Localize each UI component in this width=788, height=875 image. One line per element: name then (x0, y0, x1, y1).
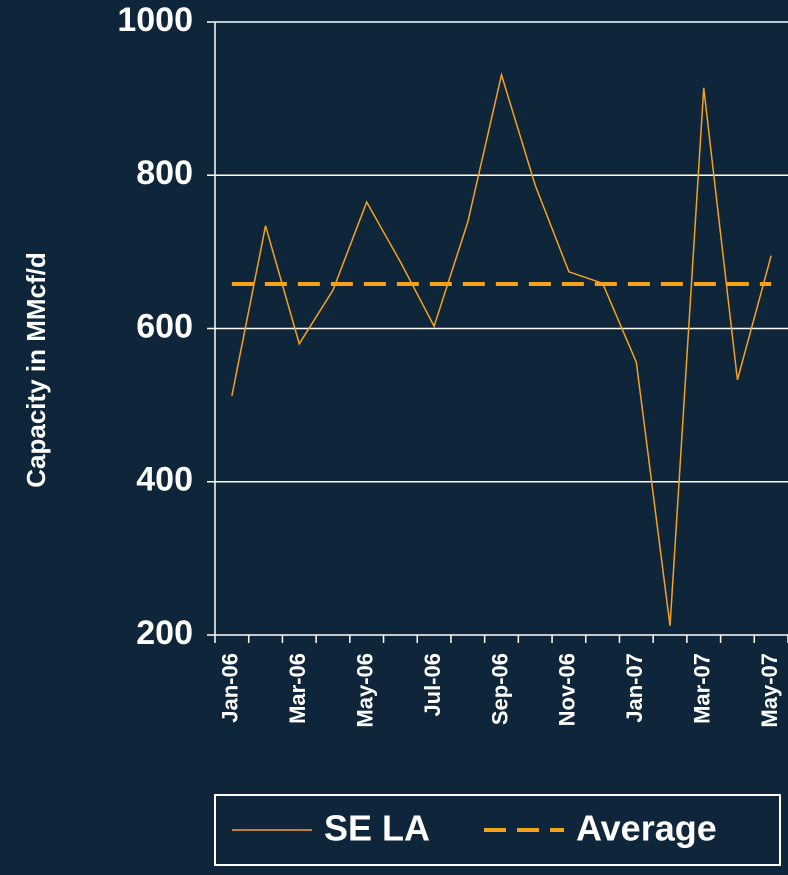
x-tick-label: Nov-06 (555, 653, 580, 726)
x-tick-label: Jan-07 (622, 653, 647, 723)
x-tick-label: Sep-06 (487, 653, 512, 725)
legend-box (214, 794, 781, 866)
y-tick-label: 800 (136, 154, 193, 192)
x-tick-label: May-06 (352, 653, 377, 728)
x-tick-label: Jan-06 (218, 653, 243, 723)
y-tick-label: 1000 (117, 1, 193, 39)
y-tick-label: 200 (136, 614, 193, 652)
y-tick-label: 600 (136, 307, 193, 345)
x-tick-label: Jul-06 (420, 653, 445, 717)
x-tick-label: Mar-06 (285, 653, 310, 724)
x-tick-label: Mar-07 (690, 653, 715, 724)
legend-label: Average (576, 808, 717, 849)
y-tick-label: 400 (136, 461, 193, 499)
y-axis-label: Capacity in MMcf/d (21, 252, 51, 487)
legend-label: SE LA (324, 808, 430, 849)
data-line (231, 71, 772, 626)
x-tick-label: May-07 (757, 653, 782, 728)
